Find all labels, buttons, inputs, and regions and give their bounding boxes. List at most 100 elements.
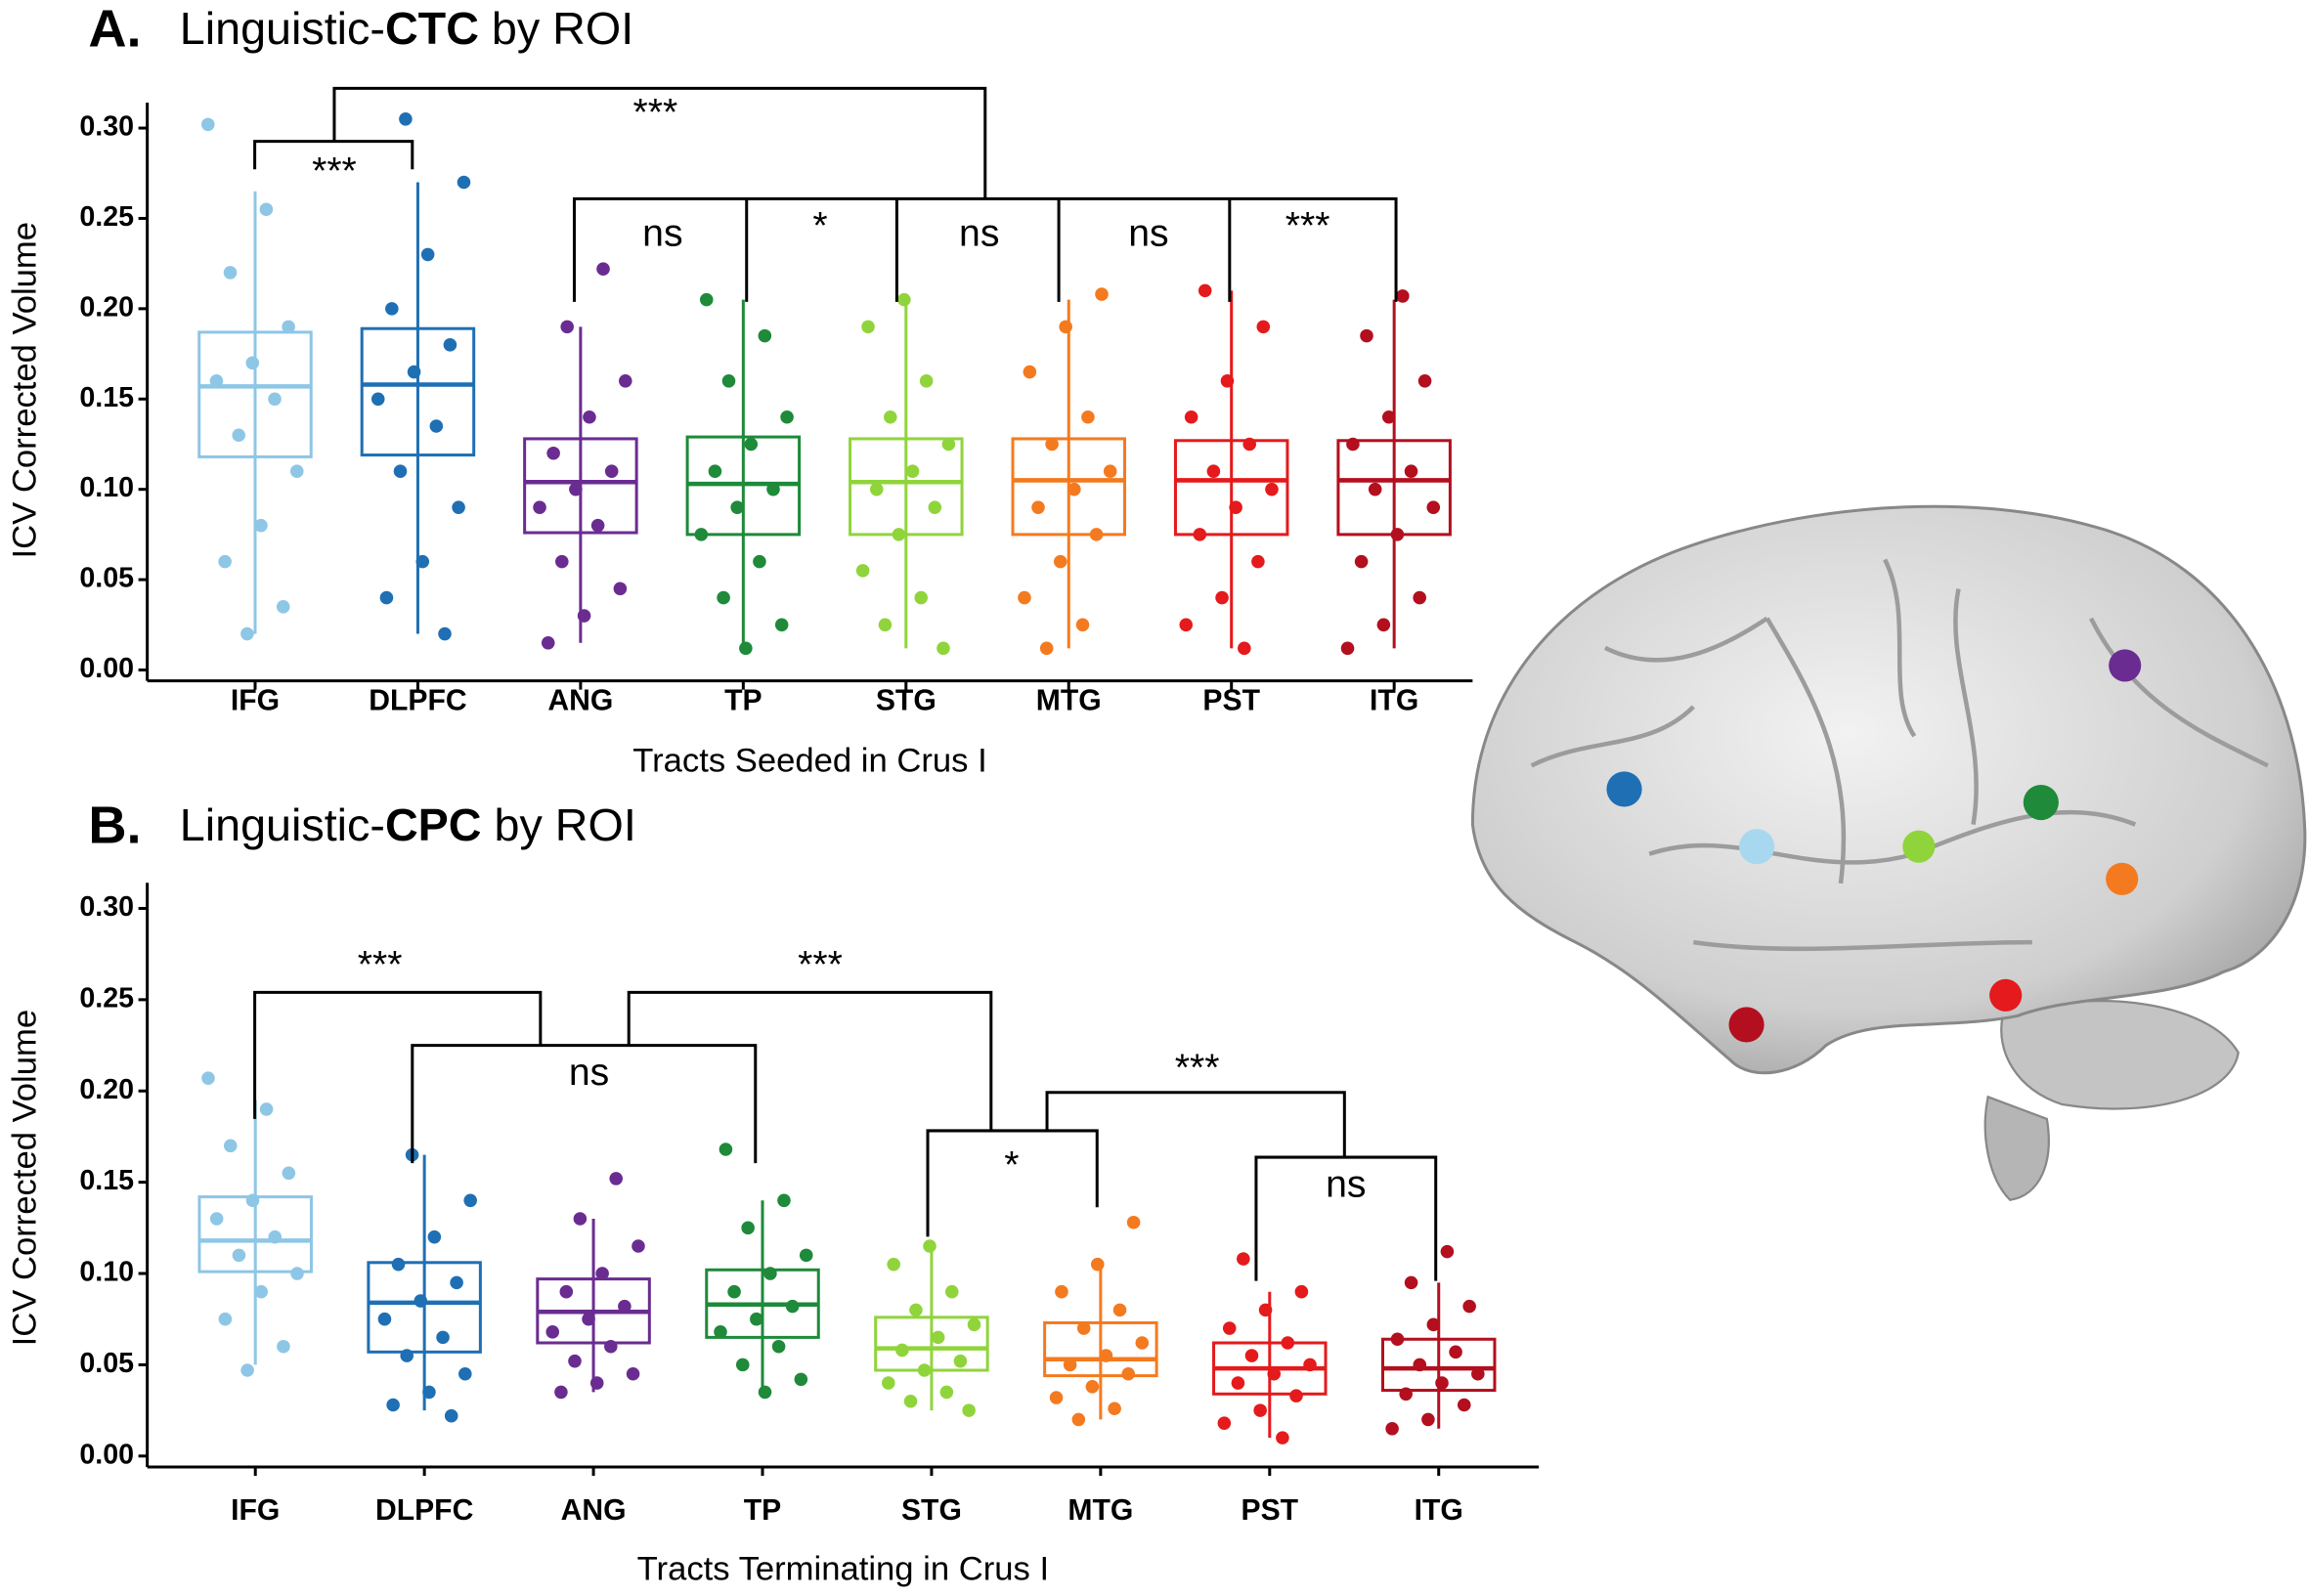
- data-point: [533, 500, 546, 514]
- data-point: [1220, 374, 1235, 388]
- data-point: [393, 464, 408, 478]
- data-point: [750, 1312, 763, 1326]
- data-point: [923, 1239, 937, 1253]
- significance-bracket: [572, 196, 1398, 302]
- data-point: [887, 1257, 900, 1272]
- data-point: [282, 320, 295, 334]
- data-point: [218, 554, 232, 569]
- data-point: [1346, 437, 1360, 452]
- data-point: [626, 1366, 640, 1381]
- data-point: [758, 1385, 772, 1400]
- data-point: [909, 1303, 923, 1317]
- data-point: [1179, 618, 1194, 632]
- data-point: [1340, 641, 1355, 656]
- x-axis-label: Tracts Seeded in Crus I: [632, 743, 986, 780]
- data-point: [1435, 1376, 1449, 1390]
- data-point: [1089, 528, 1104, 541]
- data-point: [457, 175, 471, 190]
- data-point: [941, 437, 956, 452]
- data-point: [444, 1408, 458, 1423]
- data-point: [420, 247, 435, 262]
- data-point: [1413, 1358, 1427, 1372]
- data-point: [590, 518, 605, 533]
- data-point: [939, 1385, 954, 1400]
- data-point: [869, 482, 884, 496]
- data-point: [1023, 365, 1037, 379]
- data-point: [1303, 1358, 1317, 1372]
- y-tick-label: 0.30: [79, 111, 134, 143]
- data-point: [546, 446, 560, 460]
- box: [1043, 1320, 1158, 1378]
- x-tick-label: ANG: [561, 1494, 627, 1527]
- data-point: [619, 374, 632, 388]
- data-point: [1231, 1376, 1245, 1390]
- significance-bracket: [926, 1129, 1099, 1237]
- x-tick-label: MTG: [1036, 685, 1102, 717]
- data-point: [744, 437, 759, 452]
- data-point: [897, 292, 911, 307]
- data-point: [882, 1376, 895, 1390]
- data-point: [1294, 1284, 1309, 1299]
- data-point: [1417, 374, 1432, 388]
- significance-label: ns: [959, 212, 999, 254]
- data-point: [370, 392, 385, 407]
- data-point: [1426, 1317, 1441, 1332]
- data-point: [892, 528, 906, 541]
- significance-bracket: [1045, 1091, 1346, 1158]
- data-point: [1126, 1215, 1141, 1229]
- data-point: [450, 1275, 463, 1290]
- data-point: [753, 554, 766, 569]
- data-point: [577, 609, 591, 623]
- title-part: Linguistic-: [180, 799, 385, 850]
- data-point: [618, 1299, 632, 1314]
- data-point: [407, 365, 421, 379]
- data-point: [727, 1284, 741, 1299]
- data-point: [463, 1193, 477, 1208]
- data-point: [766, 482, 780, 496]
- data-point: [609, 1172, 623, 1186]
- data-point: [1076, 1321, 1091, 1335]
- data-point: [905, 464, 920, 478]
- data-point: [604, 1339, 618, 1354]
- box: [849, 437, 964, 537]
- y-tick-label: 0.00: [79, 1439, 134, 1470]
- data-point: [268, 1229, 283, 1244]
- data-point: [554, 1385, 568, 1400]
- data-point: [1018, 590, 1031, 605]
- data-point: [1184, 410, 1198, 424]
- data-point: [1440, 1244, 1455, 1259]
- data-point: [223, 1139, 238, 1153]
- data-point: [589, 1376, 604, 1390]
- data-point: [209, 374, 224, 388]
- data-point: [245, 356, 260, 370]
- data-point: [1360, 328, 1373, 343]
- data-point: [1222, 1321, 1237, 1335]
- y-tick-label: 0.00: [79, 653, 134, 684]
- data-point: [1217, 1416, 1232, 1430]
- data-point: [559, 1284, 574, 1299]
- data-point: [232, 428, 245, 443]
- panel-label: B.: [88, 796, 141, 854]
- data-point: [604, 464, 619, 478]
- data-point: [1396, 289, 1410, 303]
- data-point: [771, 1339, 786, 1354]
- data-point: [1237, 1252, 1250, 1266]
- panel: A. Linguistic-CTC by ROI 0.00 0.05 0.10 0.15 0…: [6, 0, 1473, 780]
- data-point: [1449, 1345, 1462, 1359]
- panel: B. Linguistic-CPC by ROI 0.00 0.05 0.10 0.15 0…: [6, 796, 1540, 1588]
- data-point: [714, 1325, 727, 1339]
- significance-label: ns: [642, 212, 682, 254]
- data-point: [1244, 1349, 1259, 1362]
- data-point: [1081, 410, 1095, 424]
- data-point: [735, 1358, 750, 1372]
- data-point: [878, 618, 893, 632]
- data-point: [1039, 641, 1054, 656]
- x-tick-label: STG: [876, 685, 937, 717]
- data-point: [917, 1363, 932, 1377]
- x-tick-label: PST: [1242, 1494, 1299, 1527]
- data-point: [777, 1193, 791, 1208]
- data-point: [1059, 320, 1072, 334]
- data-point: [1095, 287, 1109, 301]
- data-point: [953, 1354, 968, 1368]
